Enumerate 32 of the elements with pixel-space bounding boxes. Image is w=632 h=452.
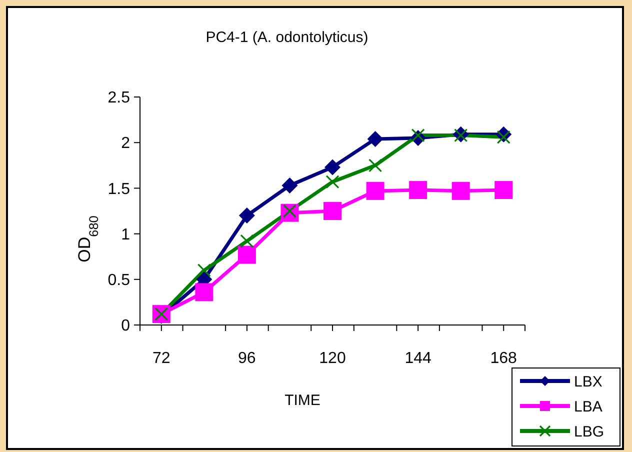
x-tick-label: 120 [319,350,346,367]
y-tick-label: 0.5 [108,272,130,289]
y-tick-label: 1.5 [108,180,130,198]
point [452,182,470,200]
y-tick-label: 2.5 [108,90,130,107]
x-tick-label: 72 [152,350,170,367]
point [324,159,340,176]
legend-label: LBA [574,398,602,416]
x-tick-label: 144 [404,350,432,367]
y-tick-label: 1 [121,226,130,244]
y-tick-label: 0 [121,318,130,335]
chart-title: PC4-1 (A. odontolyticus) [206,29,368,46]
point [409,181,428,200]
point [195,283,214,302]
point [238,208,255,224]
x-tick-label: 96 [238,350,256,367]
point [326,175,340,189]
point [240,234,254,248]
point [238,246,256,264]
point [411,128,425,142]
legend-label: LBX [574,373,602,390]
point [494,181,513,200]
point [282,177,298,194]
x-tick-label: 168 [490,350,518,367]
point [368,158,382,172]
x-axis-title: TIME [284,392,320,409]
point [367,130,384,147]
point [366,182,384,200]
legend-label: LBG [574,423,604,440]
point [496,130,510,144]
point [324,202,342,220]
y-tick-label: 2 [121,135,130,152]
